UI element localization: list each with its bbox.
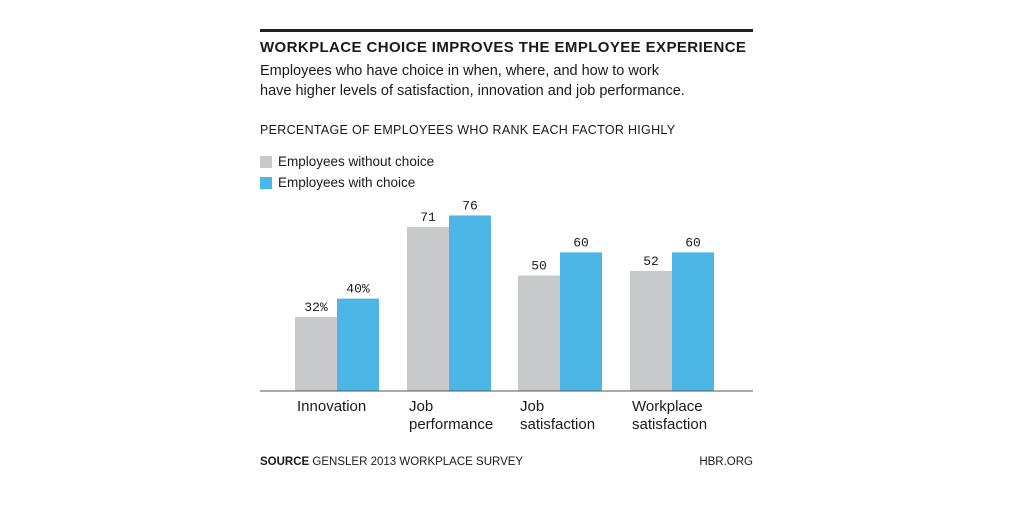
legend-label-without: Employees without choice [278, 154, 435, 169]
source-text: GENSLER 2013 WORKPLACE SURVEY [312, 456, 524, 468]
legend-label-with: Employees with choice [278, 175, 416, 190]
bar-without-3 [630, 270, 672, 391]
bar-with-3 [672, 252, 714, 391]
category-label-1-1: performance [409, 416, 493, 433]
top-rule [260, 29, 753, 32]
data-label-without-2: 50 [531, 259, 547, 274]
category-label-2-1: satisfaction [520, 416, 595, 433]
bar-without-0 [295, 317, 337, 391]
data-label-without-3: 52 [643, 254, 659, 269]
category-label-0-0: Innovation [297, 398, 366, 415]
bar-with-0 [337, 298, 379, 391]
data-label-with-0: 40% [346, 282, 370, 297]
source-note: SOURCE GENSLER 2013 WORKPLACE SURVEY [260, 456, 523, 468]
data-label-without-0: 32% [304, 300, 328, 315]
subtitle-line-2: have higher levels of satisfaction, inno… [260, 83, 685, 99]
bar-with-1 [449, 215, 491, 391]
bar-chart-plot: 32%40%Innovation7176Jobperformance5060Jo… [260, 198, 753, 433]
subtitle-line-1: Employees who have choice in when, where… [260, 63, 659, 79]
chart-title: WORKPLACE CHOICE IMPROVES THE EMPLOYEE E… [260, 39, 747, 56]
category-label-3-0: Workplace [632, 398, 703, 415]
bar-without-1 [407, 226, 449, 391]
legend-item-with: Employees with choice [260, 172, 434, 193]
legend-swatch-with [260, 176, 272, 189]
category-label-2-0: Job [520, 398, 544, 415]
chart-subtitle: Employees who have choice in when, where… [260, 61, 753, 101]
measure-label: PERCENTAGE OF EMPLOYEES WHO RANK EACH FA… [260, 123, 676, 137]
bar-with-2 [560, 252, 602, 391]
data-label-with-3: 60 [685, 235, 701, 250]
category-label-1-0: Job [409, 398, 433, 415]
legend-swatch-without [260, 155, 272, 168]
legend: Employees without choice Employees with … [260, 151, 434, 193]
chart-card: WORKPLACE CHOICE IMPROVES THE EMPLOYEE E… [260, 29, 753, 479]
data-label-without-1: 71 [420, 210, 436, 225]
legend-item-without: Employees without choice [260, 151, 434, 172]
source-label: SOURCE [260, 456, 310, 468]
data-label-with-2: 60 [573, 235, 589, 250]
bar-without-2 [518, 275, 560, 391]
site-credit: HBR.ORG [699, 456, 753, 468]
data-label-with-1: 76 [462, 198, 478, 213]
category-label-3-1: satisfaction [632, 416, 707, 433]
